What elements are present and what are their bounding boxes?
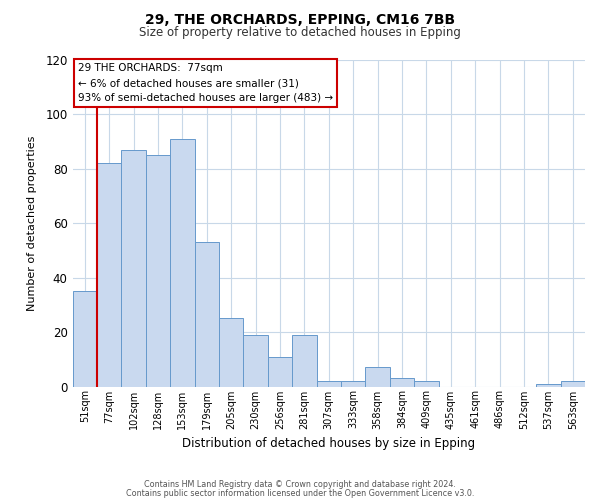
- Bar: [244, 335, 268, 386]
- Text: 29, THE ORCHARDS, EPPING, CM16 7BB: 29, THE ORCHARDS, EPPING, CM16 7BB: [145, 12, 455, 26]
- Bar: [317, 381, 341, 386]
- Bar: [341, 381, 365, 386]
- Bar: [170, 139, 194, 386]
- Bar: [194, 242, 219, 386]
- Bar: [73, 292, 97, 386]
- Bar: [560, 381, 585, 386]
- Bar: [292, 335, 317, 386]
- Bar: [390, 378, 414, 386]
- Bar: [365, 368, 390, 386]
- Text: Contains HM Land Registry data © Crown copyright and database right 2024.: Contains HM Land Registry data © Crown c…: [144, 480, 456, 489]
- Bar: [146, 155, 170, 386]
- Text: 29 THE ORCHARDS:  77sqm
← 6% of detached houses are smaller (31)
93% of semi-det: 29 THE ORCHARDS: 77sqm ← 6% of detached …: [77, 64, 333, 103]
- Bar: [414, 381, 439, 386]
- Bar: [219, 318, 244, 386]
- X-axis label: Distribution of detached houses by size in Epping: Distribution of detached houses by size …: [182, 437, 475, 450]
- Bar: [268, 356, 292, 386]
- Bar: [121, 150, 146, 386]
- Bar: [536, 384, 560, 386]
- Y-axis label: Number of detached properties: Number of detached properties: [27, 136, 37, 311]
- Text: Contains public sector information licensed under the Open Government Licence v3: Contains public sector information licen…: [126, 488, 474, 498]
- Text: Size of property relative to detached houses in Epping: Size of property relative to detached ho…: [139, 26, 461, 39]
- Bar: [97, 164, 121, 386]
